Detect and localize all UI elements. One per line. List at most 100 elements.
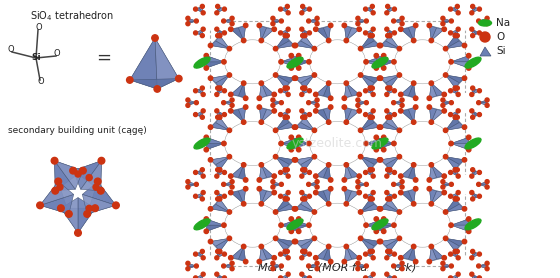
Polygon shape	[273, 182, 281, 184]
Circle shape	[286, 4, 290, 8]
Polygon shape	[296, 75, 314, 83]
Polygon shape	[451, 137, 469, 143]
Ellipse shape	[194, 138, 210, 149]
Circle shape	[204, 147, 208, 152]
Polygon shape	[451, 170, 458, 176]
Circle shape	[478, 31, 482, 35]
Polygon shape	[454, 274, 458, 278]
Circle shape	[388, 115, 392, 119]
Ellipse shape	[394, 121, 450, 165]
Circle shape	[329, 178, 333, 182]
Polygon shape	[273, 182, 281, 187]
Circle shape	[222, 141, 226, 146]
Polygon shape	[451, 90, 458, 95]
Polygon shape	[195, 274, 203, 278]
Polygon shape	[273, 21, 281, 24]
Polygon shape	[443, 182, 451, 187]
Circle shape	[357, 27, 361, 31]
Polygon shape	[276, 238, 290, 252]
Circle shape	[204, 217, 208, 221]
Polygon shape	[217, 8, 225, 13]
Polygon shape	[386, 75, 399, 88]
Polygon shape	[430, 107, 444, 122]
Polygon shape	[291, 225, 309, 231]
Circle shape	[427, 187, 432, 191]
Polygon shape	[199, 170, 203, 176]
Circle shape	[329, 187, 333, 191]
Circle shape	[429, 38, 433, 43]
Circle shape	[222, 194, 226, 198]
Circle shape	[186, 16, 190, 20]
Circle shape	[259, 81, 264, 85]
Polygon shape	[281, 143, 298, 150]
Circle shape	[186, 98, 190, 102]
Polygon shape	[296, 238, 314, 252]
Polygon shape	[380, 75, 399, 83]
Circle shape	[356, 98, 360, 102]
Circle shape	[374, 53, 379, 58]
Polygon shape	[188, 100, 197, 103]
Text: =: =	[96, 49, 111, 67]
Circle shape	[365, 264, 368, 268]
Polygon shape	[346, 247, 359, 259]
Circle shape	[201, 190, 205, 195]
Circle shape	[365, 19, 368, 23]
Polygon shape	[479, 21, 487, 24]
Polygon shape	[216, 199, 230, 212]
Circle shape	[241, 38, 246, 43]
Circle shape	[442, 92, 446, 97]
Polygon shape	[195, 29, 203, 36]
Polygon shape	[446, 157, 459, 170]
Circle shape	[292, 158, 297, 162]
Polygon shape	[231, 165, 246, 180]
Polygon shape	[195, 171, 203, 176]
Circle shape	[271, 261, 275, 265]
Circle shape	[329, 259, 333, 264]
Circle shape	[329, 96, 333, 100]
Polygon shape	[239, 165, 246, 180]
Circle shape	[286, 168, 290, 172]
Text: O: O	[54, 49, 60, 58]
Circle shape	[441, 16, 445, 20]
Circle shape	[381, 229, 386, 234]
Polygon shape	[451, 56, 469, 68]
Circle shape	[201, 109, 205, 113]
Circle shape	[278, 113, 283, 116]
Polygon shape	[276, 238, 295, 246]
Circle shape	[186, 267, 190, 271]
Circle shape	[379, 43, 382, 48]
Polygon shape	[446, 238, 459, 252]
Polygon shape	[472, 274, 479, 278]
Polygon shape	[296, 117, 314, 130]
Circle shape	[456, 272, 460, 276]
Circle shape	[98, 157, 105, 164]
Polygon shape	[358, 18, 366, 21]
Circle shape	[215, 256, 219, 260]
Polygon shape	[324, 165, 330, 180]
Polygon shape	[296, 157, 314, 170]
Circle shape	[463, 76, 466, 80]
Polygon shape	[216, 36, 230, 49]
Circle shape	[453, 115, 458, 119]
Circle shape	[222, 182, 226, 186]
Polygon shape	[369, 29, 373, 36]
Polygon shape	[387, 29, 394, 34]
Polygon shape	[361, 117, 380, 130]
Polygon shape	[430, 107, 437, 122]
Ellipse shape	[367, 12, 393, 30]
Circle shape	[217, 197, 222, 201]
Circle shape	[58, 205, 64, 212]
Polygon shape	[401, 107, 416, 122]
Circle shape	[364, 60, 368, 64]
Circle shape	[289, 217, 293, 221]
Polygon shape	[273, 18, 281, 24]
Circle shape	[215, 93, 219, 96]
Polygon shape	[195, 251, 203, 258]
Circle shape	[201, 256, 205, 260]
Polygon shape	[472, 251, 479, 258]
Circle shape	[442, 255, 446, 260]
Polygon shape	[380, 204, 399, 212]
Circle shape	[374, 66, 379, 70]
Circle shape	[400, 103, 404, 107]
Circle shape	[371, 11, 375, 15]
